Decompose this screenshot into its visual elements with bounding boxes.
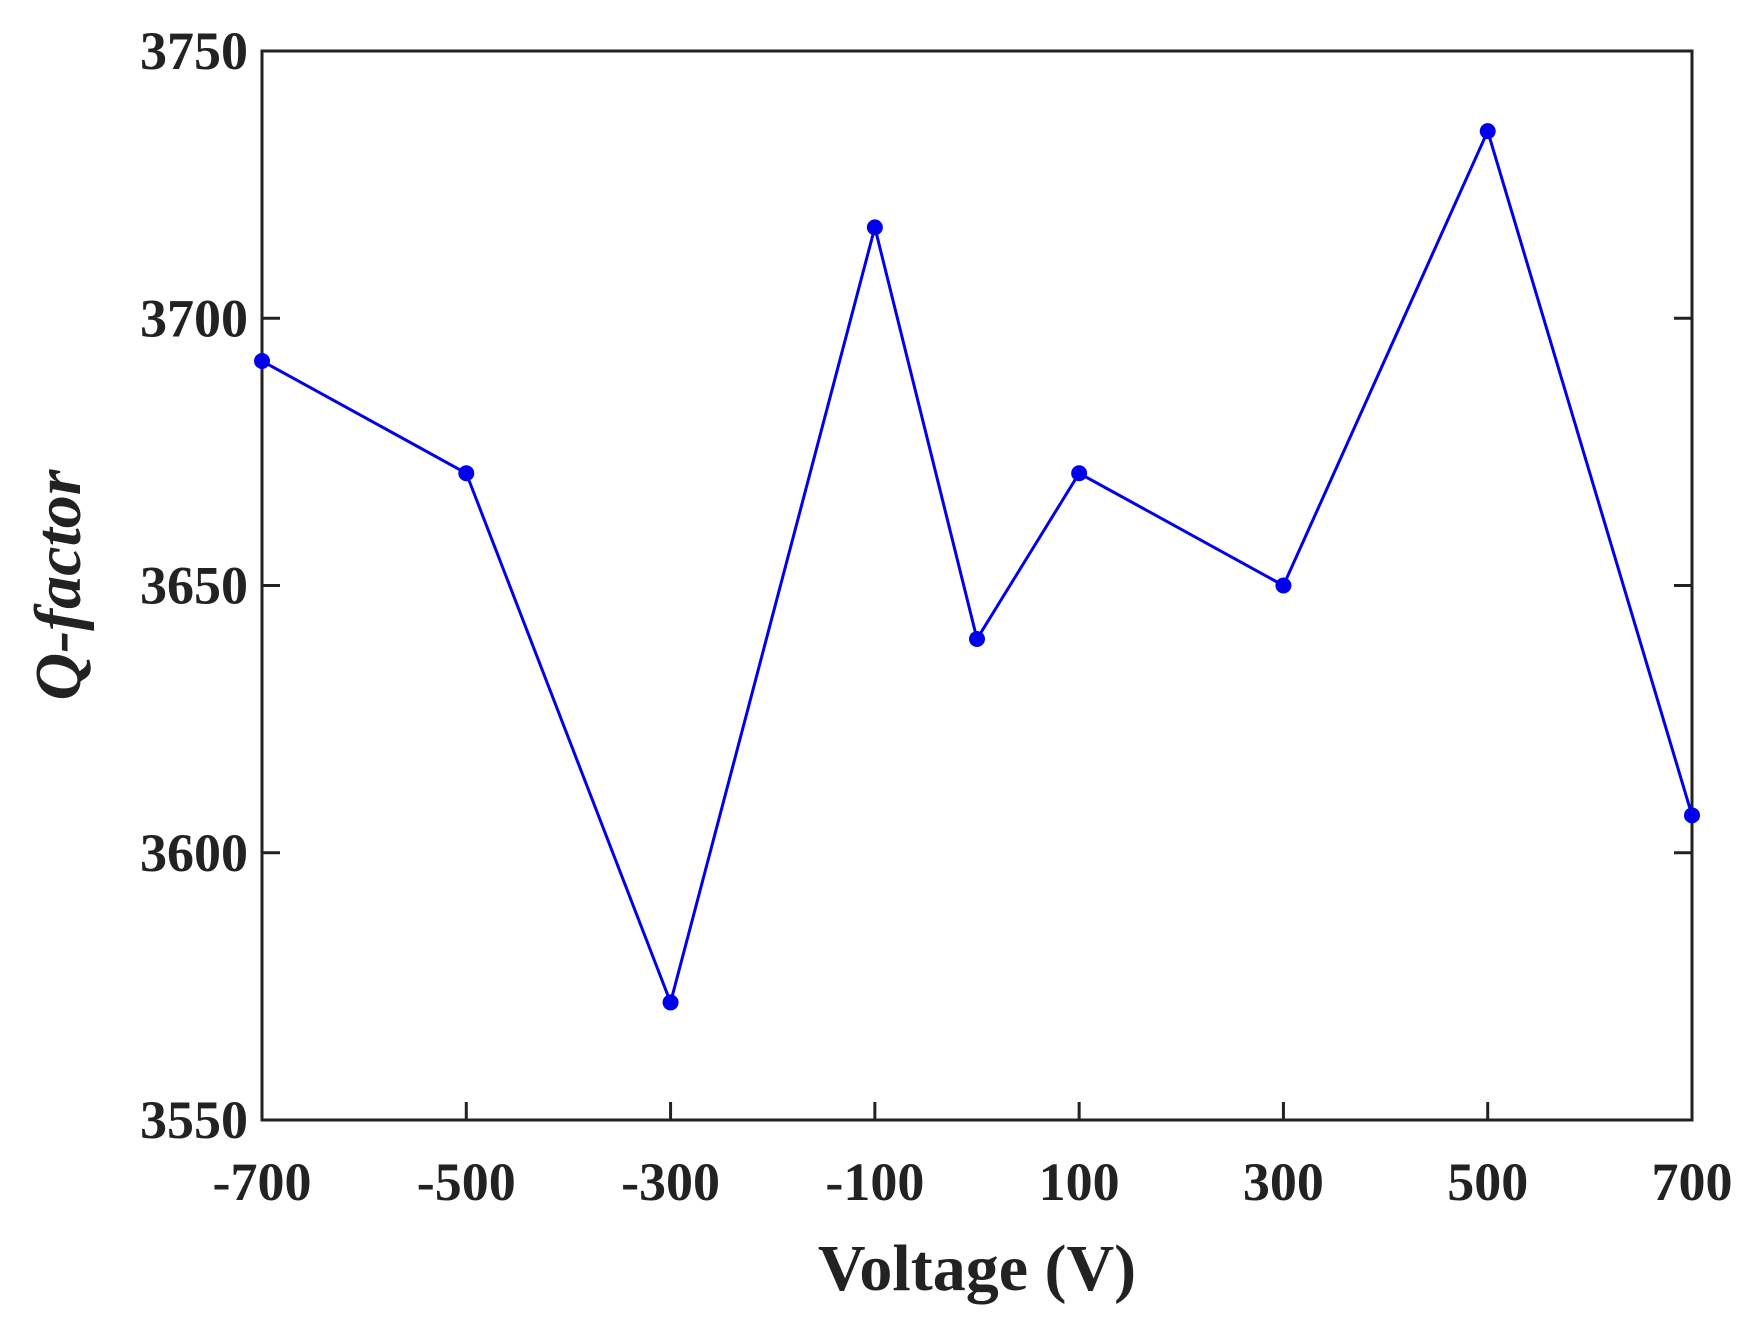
- x-tick-label: 700: [1652, 1152, 1733, 1212]
- y-axis-label: Q-factor: [22, 468, 95, 700]
- data-point: [662, 994, 679, 1011]
- plot-frame: [260, 49, 1694, 1122]
- x-tick-label: 100: [1039, 1152, 1120, 1212]
- data-point: [1275, 577, 1292, 594]
- x-tick-label: -700: [213, 1152, 312, 1212]
- data-point: [1479, 123, 1496, 140]
- y-tick-label: 3650: [140, 556, 248, 616]
- data-point: [254, 353, 270, 370]
- x-axis-label: Voltage (V): [818, 1232, 1136, 1305]
- data-point: [1684, 807, 1700, 824]
- x-tick-label: 500: [1447, 1152, 1528, 1212]
- data-point: [1071, 465, 1088, 482]
- data-point: [969, 630, 985, 647]
- data-point: [866, 219, 883, 236]
- x-tick-label: -300: [621, 1152, 720, 1212]
- y-tick-label: 3700: [140, 288, 248, 348]
- y-tick-label: 3550: [140, 1090, 248, 1150]
- x-tick-label: 300: [1243, 1152, 1324, 1212]
- x-tick-label: -100: [825, 1152, 924, 1212]
- data-point: [458, 465, 475, 482]
- y-tick-label: 3600: [140, 823, 248, 883]
- y-tick-label: 3750: [140, 21, 248, 81]
- x-tick-label: -500: [417, 1152, 516, 1212]
- data-line: [261, 126, 1694, 1008]
